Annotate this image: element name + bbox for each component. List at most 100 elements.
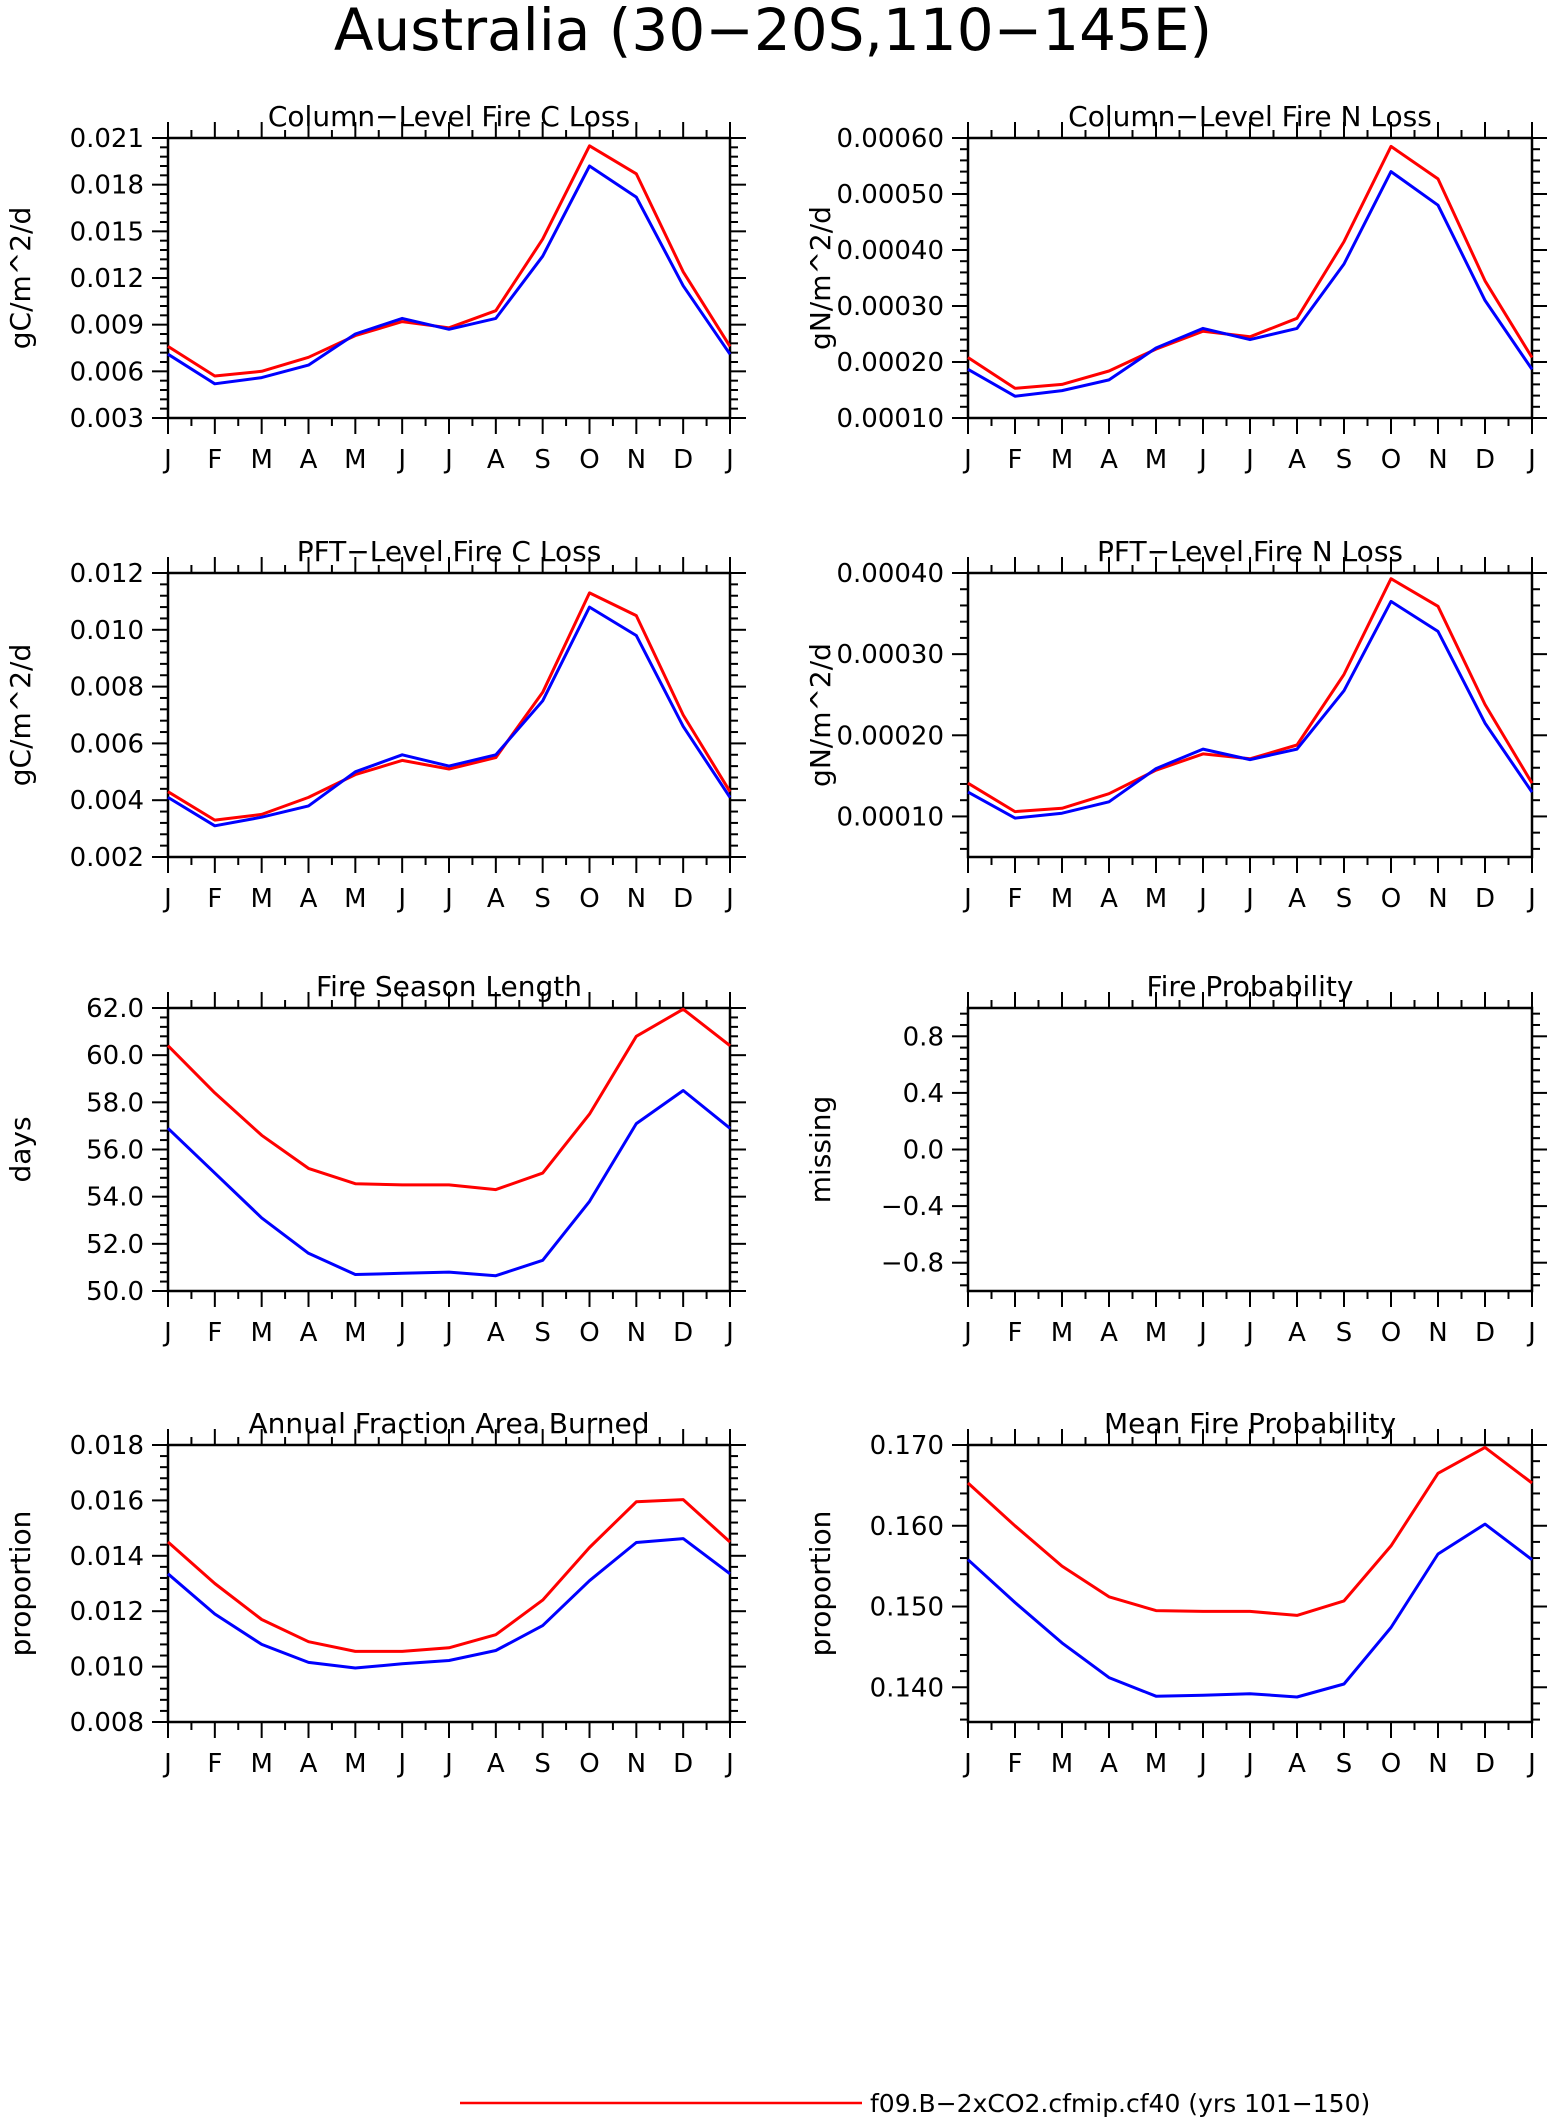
x-tick-label: D (673, 884, 693, 914)
y-tick-label: −0.4 (881, 1192, 944, 1222)
y-tick-label: 0.8 (903, 1022, 944, 1052)
x-tick-label: J (162, 1749, 172, 1779)
x-tick-label: J (724, 1318, 734, 1348)
y-tick-label: 0.008 (70, 673, 144, 703)
x-tick-label: J (1526, 445, 1536, 475)
red-series-line (966, 1445, 1533, 1617)
plot-frame (166, 1443, 732, 1724)
x-tick-label: M (344, 1318, 366, 1348)
blue-series-line (967, 599, 1534, 820)
x-tick-label: J (962, 884, 972, 914)
y-tick-label: 0.021 (70, 124, 144, 154)
y-axis-label: missing (804, 1096, 837, 1204)
x-tick-label: J (1197, 1749, 1207, 1779)
y-tick-label: 0.00040 (836, 236, 944, 266)
x-tick-label: S (534, 884, 551, 914)
x-tick-label: J (443, 1749, 453, 1779)
y-axis-label: gN/m^2/d (804, 643, 837, 787)
x-tick-label: A (300, 884, 318, 914)
red-series-line (167, 1498, 732, 1653)
x-tick-label: A (300, 1749, 318, 1779)
x-tick-label: F (1008, 884, 1023, 914)
x-tick-label: O (1381, 884, 1401, 914)
x-tick-label: M (344, 445, 366, 475)
x-tick-label: J (1526, 1318, 1536, 1348)
x-tick-label: D (1475, 1749, 1495, 1779)
plot-frame (166, 1006, 732, 1293)
x-tick-label: J (1244, 445, 1254, 475)
x-tick-label: J (443, 445, 453, 475)
x-tick-label: O (579, 1749, 599, 1779)
x-tick-label: J (162, 1318, 172, 1348)
x-tick-label: A (487, 884, 505, 914)
x-tick-label: S (1336, 1749, 1353, 1779)
y-tick-label: 0.009 (70, 311, 144, 341)
y-tick-label: 0.010 (70, 616, 144, 646)
x-tick-label: D (673, 1318, 693, 1348)
red-series-line (167, 144, 732, 378)
x-tick-label: A (487, 445, 505, 475)
x-tick-label: A (1100, 884, 1118, 914)
x-tick-label: A (1288, 884, 1306, 914)
x-tick-label: J (1197, 884, 1207, 914)
x-tick-label: N (627, 884, 646, 914)
y-tick-label: 0.00050 (836, 180, 944, 210)
y-tick-label: 0.006 (70, 729, 144, 759)
x-tick-label: J (162, 884, 172, 914)
x-tick-label: N (627, 445, 646, 475)
x-tick-label: J (962, 1318, 972, 1348)
x-tick-label: J (162, 445, 172, 475)
x-tick-label: M (1145, 445, 1167, 475)
y-tick-label: 0.140 (870, 1673, 944, 1703)
y-tick-label: 0.00010 (836, 404, 944, 434)
x-tick-label: S (1336, 884, 1353, 914)
x-tick-label: M (344, 1749, 366, 1779)
x-tick-label: S (1336, 1318, 1353, 1348)
x-tick-label: J (1244, 884, 1254, 914)
x-tick-label: A (300, 445, 318, 475)
blue-series-line (167, 164, 732, 386)
x-tick-label: M (250, 884, 272, 914)
x-tick-label: A (487, 1318, 505, 1348)
x-tick-label: O (579, 445, 599, 475)
x-tick-label: O (1381, 445, 1401, 475)
x-tick-label: J (962, 1749, 972, 1779)
x-tick-label: J (724, 884, 734, 914)
y-tick-label: 0.4 (903, 1079, 944, 1109)
red-series-line (967, 577, 1534, 814)
x-tick-label: J (724, 1749, 734, 1779)
x-tick-label: O (579, 884, 599, 914)
y-tick-label: 52.0 (86, 1230, 144, 1260)
x-tick-label: F (1008, 1318, 1023, 1348)
y-tick-label: 0.003 (70, 404, 144, 434)
y-axis-label: proportion (804, 1511, 837, 1657)
x-tick-label: M (344, 884, 366, 914)
x-tick-label: M (250, 445, 272, 475)
y-axis-label: days (4, 1116, 37, 1182)
x-tick-label: A (1288, 1318, 1306, 1348)
y-tick-label: 0.012 (70, 1597, 144, 1627)
y-tick-label: 0.012 (70, 559, 144, 589)
red-series-line (166, 1007, 731, 1192)
x-tick-label: J (1526, 884, 1536, 914)
x-tick-label: N (1428, 445, 1447, 475)
y-axis-label: gN/m^2/d (804, 206, 837, 350)
y-tick-label: 0.002 (70, 843, 144, 873)
y-tick-label: 0.004 (70, 786, 144, 816)
y-tick-label: 0.00060 (836, 124, 944, 154)
y-tick-label: 0.015 (70, 217, 144, 247)
x-tick-label: A (1288, 445, 1306, 475)
x-tick-label: M (1051, 445, 1073, 475)
x-tick-label: F (207, 884, 222, 914)
x-tick-label: J (443, 1318, 453, 1348)
plot-frame (966, 1006, 1534, 1293)
y-tick-label: 54.0 (86, 1183, 144, 1213)
y-axis-label: proportion (4, 1511, 37, 1657)
